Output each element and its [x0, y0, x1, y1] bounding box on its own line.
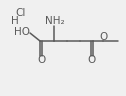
Text: H: H	[11, 16, 19, 26]
Text: HO: HO	[14, 27, 30, 37]
Text: O: O	[37, 55, 45, 65]
Text: O: O	[100, 33, 108, 43]
Text: NH₂: NH₂	[45, 16, 65, 26]
Text: Cl: Cl	[16, 8, 26, 18]
Text: O: O	[88, 55, 96, 65]
